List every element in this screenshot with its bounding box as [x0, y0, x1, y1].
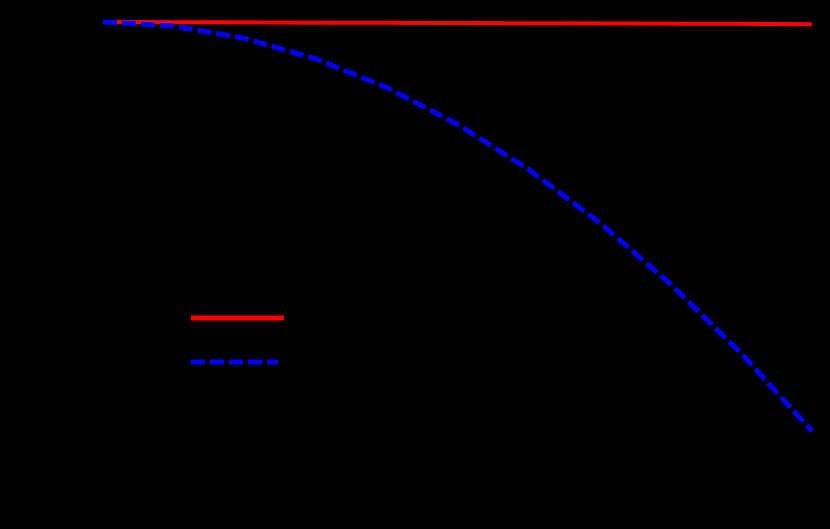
- legend: [191, 315, 284, 365]
- series-line-red-solid: [103, 20, 812, 27]
- series-line-blue-dashed: [102, 19, 814, 433]
